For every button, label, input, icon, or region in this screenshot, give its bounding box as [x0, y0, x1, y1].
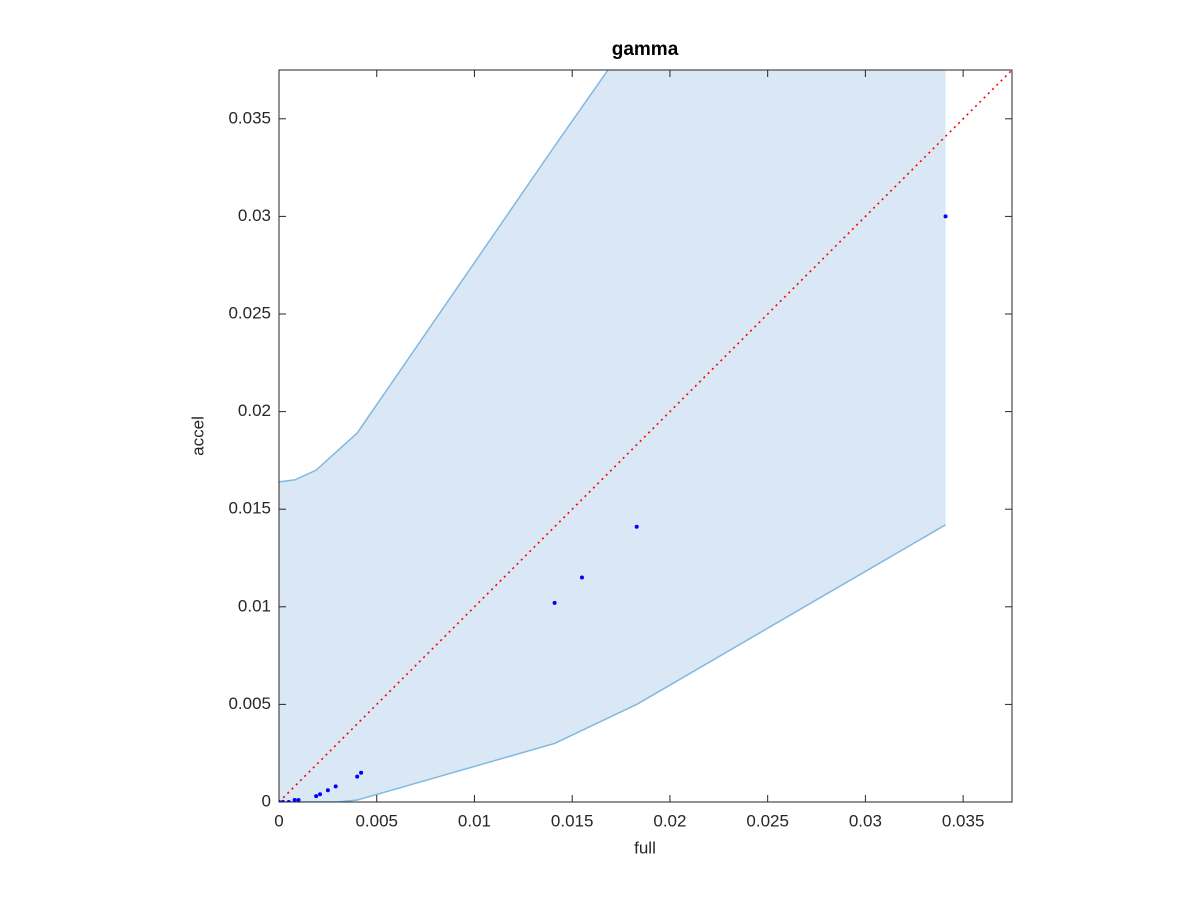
- point: [318, 792, 323, 797]
- band-lower-edge: [279, 524, 946, 802]
- y-tick-label: 0.005: [228, 694, 271, 713]
- point: [292, 798, 297, 802]
- x-tick-label: 0.035: [942, 811, 985, 830]
- axes-box: [278, 69, 1013, 803]
- point: [359, 770, 364, 775]
- point: [552, 600, 557, 605]
- point: [333, 784, 338, 789]
- point: [943, 214, 948, 219]
- x-tick-label: 0.015: [551, 811, 594, 830]
- y-tick-label: 0: [262, 791, 271, 810]
- x-tick-label: 0.02: [653, 811, 686, 830]
- x-tick-label: 0.005: [355, 811, 398, 830]
- reference-line: [279, 70, 1012, 802]
- x-tick-label: 0.025: [746, 811, 789, 830]
- y-tick-label: 0.01: [238, 596, 271, 615]
- chart-title: gamma: [612, 39, 679, 60]
- band-fill: [279, 70, 946, 802]
- y-tick-label: 0.025: [228, 303, 271, 322]
- axes: 0 0.005 0.01 0.015 0.02 0.025 0.03 0.035 0 0.005 0…: [228, 69, 1013, 830]
- y-axis-label: accel: [188, 416, 207, 456]
- point: [325, 788, 330, 793]
- x-tick-label: 0.03: [849, 811, 882, 830]
- x-tick-label: 0: [274, 811, 283, 830]
- point: [314, 794, 319, 799]
- x-axis-label: full: [634, 838, 656, 857]
- y-tick-label: 0.02: [238, 401, 271, 420]
- y-tick-label: 0.015: [228, 499, 271, 518]
- y-tick-label: 0.03: [238, 206, 271, 225]
- point: [579, 575, 584, 580]
- band-upper-edge: [279, 70, 609, 483]
- point: [355, 774, 360, 779]
- x-tick-label: 0.01: [458, 811, 491, 830]
- point: [634, 524, 639, 529]
- y-tick-label: 0.035: [228, 108, 271, 127]
- point: [296, 798, 301, 802]
- plot-area: [279, 70, 1012, 802]
